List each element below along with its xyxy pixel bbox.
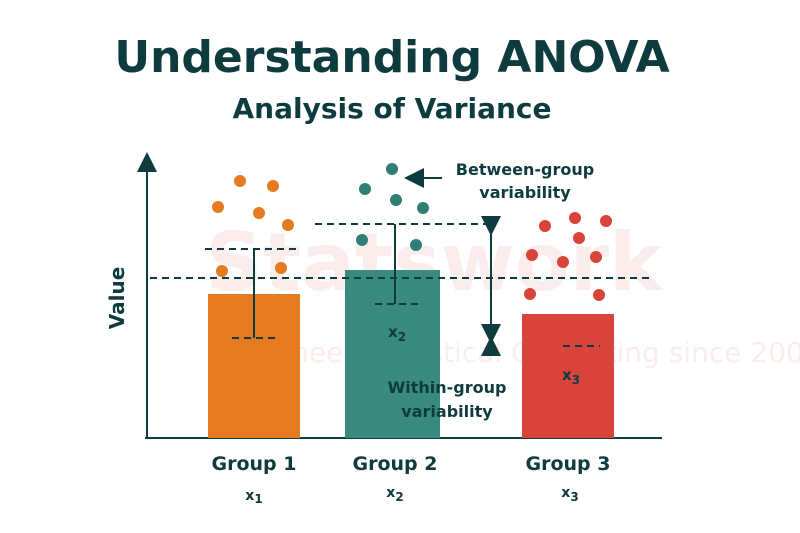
group-1-points bbox=[212, 175, 294, 277]
mean-label: x2 bbox=[386, 485, 403, 504]
subtitle: Analysis of Variance bbox=[232, 92, 551, 125]
mean-label: x2 bbox=[388, 323, 406, 344]
group-3-points bbox=[524, 212, 612, 301]
annotation: Between-group bbox=[456, 160, 594, 179]
mean-label: x3 bbox=[562, 366, 580, 387]
group-label: Group 2 bbox=[353, 453, 438, 475]
y-axis-label: Value bbox=[105, 267, 129, 330]
annotation: variability bbox=[479, 183, 571, 202]
group-2-points bbox=[356, 163, 429, 251]
group-label: Group 1 bbox=[212, 453, 297, 475]
bar bbox=[345, 270, 440, 438]
annotation: variability bbox=[401, 402, 493, 421]
annotation: Within-group bbox=[388, 378, 507, 397]
group-label: Group 3 bbox=[526, 453, 611, 475]
mean-label: x3 bbox=[561, 485, 578, 504]
bar bbox=[522, 314, 614, 438]
mean-label: x1 bbox=[245, 488, 262, 506]
title: Understanding ANOVA bbox=[114, 32, 669, 83]
